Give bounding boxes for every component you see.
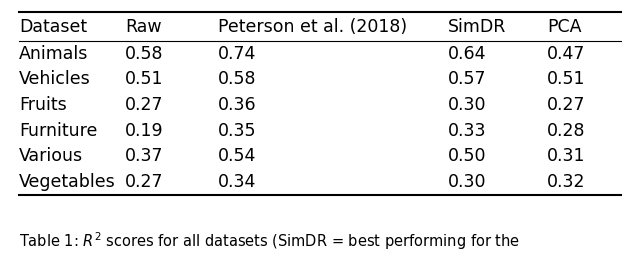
Text: 0.19: 0.19 bbox=[125, 122, 163, 140]
Text: 0.34: 0.34 bbox=[218, 173, 256, 191]
Text: Table 1: $R^2$ scores for all datasets (SimDR = best performing for the: Table 1: $R^2$ scores for all datasets (… bbox=[19, 230, 520, 252]
Text: 0.57: 0.57 bbox=[448, 70, 486, 89]
Text: 0.54: 0.54 bbox=[218, 147, 256, 165]
Text: 0.51: 0.51 bbox=[547, 70, 586, 89]
Text: Fruits: Fruits bbox=[19, 96, 67, 114]
Text: SimDR: SimDR bbox=[448, 17, 506, 36]
Text: 0.35: 0.35 bbox=[218, 122, 256, 140]
Text: 0.37: 0.37 bbox=[125, 147, 163, 165]
Text: 0.30: 0.30 bbox=[448, 173, 486, 191]
Text: 0.47: 0.47 bbox=[547, 45, 586, 63]
Text: Vegetables: Vegetables bbox=[19, 173, 116, 191]
Text: 0.36: 0.36 bbox=[218, 96, 256, 114]
Text: 0.27: 0.27 bbox=[125, 96, 163, 114]
Text: 0.30: 0.30 bbox=[448, 96, 486, 114]
Text: PCA: PCA bbox=[547, 17, 582, 36]
Text: 0.32: 0.32 bbox=[547, 173, 586, 191]
Text: 0.28: 0.28 bbox=[547, 122, 586, 140]
Text: Dataset: Dataset bbox=[19, 17, 87, 36]
Text: 0.58: 0.58 bbox=[218, 70, 256, 89]
Text: Various: Various bbox=[19, 147, 83, 165]
Text: 0.31: 0.31 bbox=[547, 147, 586, 165]
Text: Raw: Raw bbox=[125, 17, 161, 36]
Text: Peterson et al. (2018): Peterson et al. (2018) bbox=[218, 17, 407, 36]
Text: Furniture: Furniture bbox=[19, 122, 97, 140]
Text: 0.50: 0.50 bbox=[448, 147, 486, 165]
Text: 0.51: 0.51 bbox=[125, 70, 163, 89]
Text: 0.27: 0.27 bbox=[125, 173, 163, 191]
Text: 0.33: 0.33 bbox=[448, 122, 486, 140]
Text: Animals: Animals bbox=[19, 45, 88, 63]
Text: 0.58: 0.58 bbox=[125, 45, 163, 63]
Text: 0.64: 0.64 bbox=[448, 45, 486, 63]
Text: Vehicles: Vehicles bbox=[19, 70, 91, 89]
Text: 0.27: 0.27 bbox=[547, 96, 586, 114]
Text: 0.74: 0.74 bbox=[218, 45, 256, 63]
